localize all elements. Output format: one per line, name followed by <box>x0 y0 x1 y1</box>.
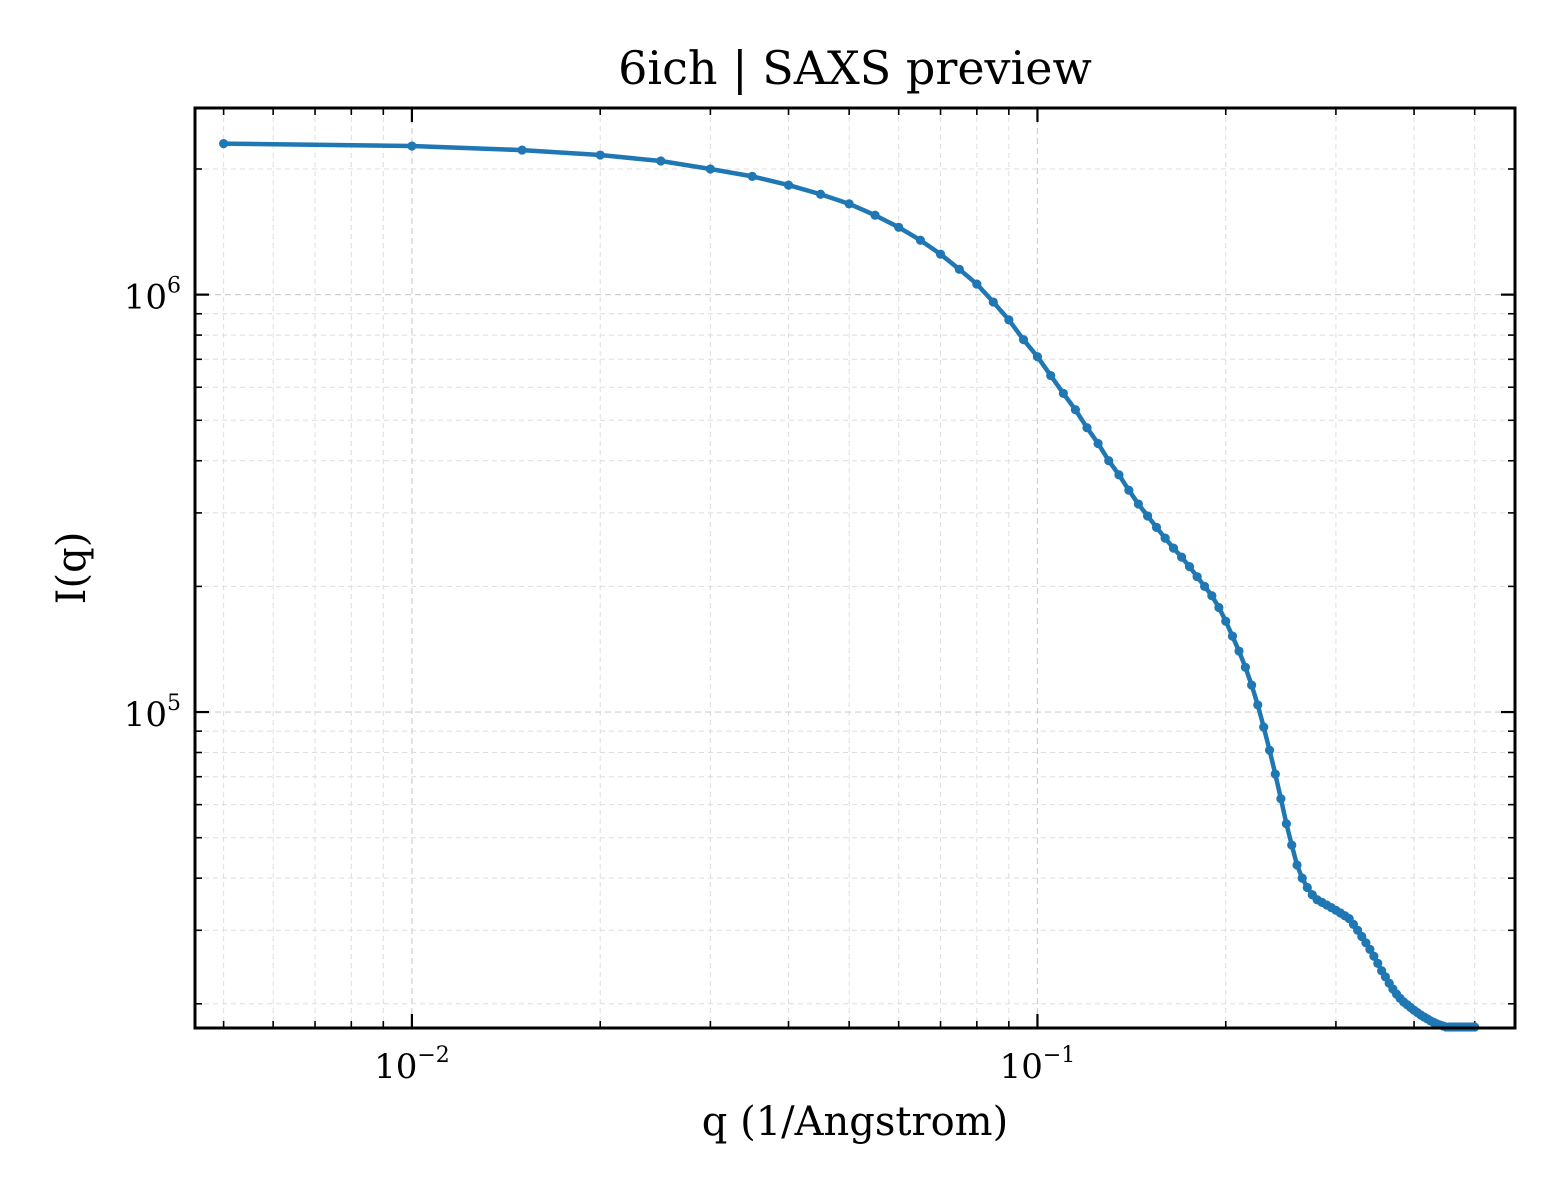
data-point <box>954 264 964 274</box>
data-point <box>1302 882 1312 893</box>
data-point <box>1253 700 1263 710</box>
data-point <box>1234 646 1244 656</box>
data-point <box>1369 951 1379 961</box>
data-point <box>1281 819 1291 829</box>
data-point <box>747 171 757 181</box>
data-point <box>894 222 904 232</box>
data-point <box>1240 662 1251 672</box>
data-point <box>1227 631 1238 641</box>
data-point <box>1058 388 1068 398</box>
tick-labels: 10−2 10−1 105 106 <box>124 274 1076 1087</box>
data-point <box>972 279 982 289</box>
data-point <box>1221 616 1231 626</box>
data-point <box>1184 562 1195 572</box>
data-point <box>1264 745 1275 755</box>
data-point <box>935 249 946 259</box>
data-point <box>1133 499 1143 509</box>
data-point <box>517 145 527 155</box>
data-point <box>1192 572 1202 582</box>
grid-lines <box>195 108 1515 1028</box>
data-point <box>1373 958 1383 968</box>
data-point <box>1259 722 1269 732</box>
x-tick-label: 10−1 <box>1000 1043 1076 1087</box>
data-point <box>844 199 854 209</box>
data-point <box>1287 840 1297 850</box>
data-point <box>1143 511 1153 521</box>
data-point <box>988 297 998 307</box>
data-point <box>1093 438 1103 449</box>
data-point <box>1270 769 1280 779</box>
data-point <box>1276 794 1286 804</box>
data-point <box>595 150 605 160</box>
data-point <box>1168 543 1179 553</box>
data-point <box>1199 581 1210 591</box>
x-tick-label: 10−2 <box>374 1043 450 1087</box>
data-point <box>656 156 666 166</box>
data-point <box>1247 680 1257 690</box>
data-point <box>1082 423 1092 433</box>
data-point <box>815 189 826 199</box>
data-point <box>1070 405 1081 415</box>
data-point <box>1046 370 1056 381</box>
data-point <box>870 210 880 220</box>
data-point <box>783 180 794 190</box>
chart-title: 6ich | SAXS preview <box>618 41 1092 95</box>
data-point <box>1004 315 1014 325</box>
data-point <box>1361 938 1371 948</box>
x-axis-label: q (1/Angstrom) <box>702 1099 1008 1145</box>
data-point <box>1151 522 1162 532</box>
data-point <box>1214 602 1224 613</box>
data-point <box>915 235 926 245</box>
y-axis-label: I(q) <box>49 532 95 605</box>
data-point <box>1177 552 1187 562</box>
data-point <box>1207 591 1217 601</box>
data-point <box>1160 533 1170 543</box>
data-point <box>705 164 715 174</box>
data-point <box>1032 352 1043 362</box>
data-point <box>1292 860 1302 870</box>
data-point <box>407 141 417 151</box>
data-point <box>1365 944 1375 954</box>
y-tick-label: 106 <box>124 274 181 318</box>
plot-frame <box>193 106 1517 1030</box>
data-point <box>219 139 229 149</box>
data-point <box>1114 470 1124 480</box>
series-layer <box>219 139 1480 1032</box>
y-tick-label: 105 <box>124 691 181 735</box>
data-point <box>1104 456 1114 466</box>
data-point <box>1124 485 1134 495</box>
data-point <box>1018 335 1029 345</box>
data-point <box>1297 873 1307 883</box>
